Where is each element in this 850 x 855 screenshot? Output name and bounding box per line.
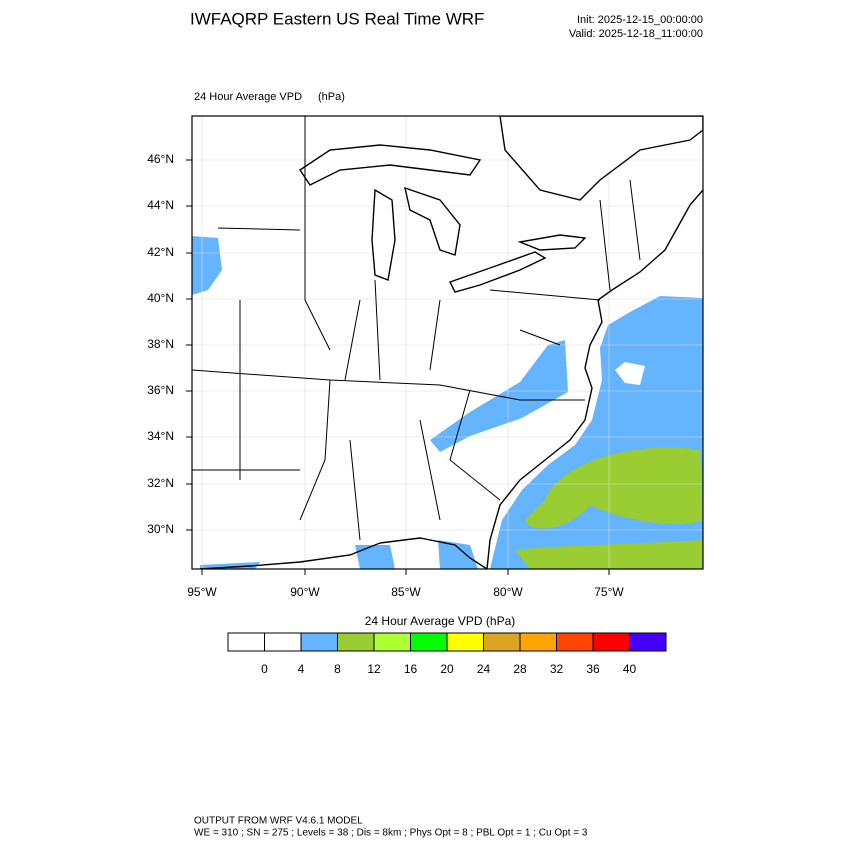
lat-label: 30°N (147, 522, 174, 536)
lat-label: 46°N (147, 152, 174, 166)
colorbar-label: 36 (586, 662, 600, 676)
colorbar-label: 0 (261, 662, 268, 676)
lat-label: 36°N (147, 383, 174, 397)
lon-label: 75°W (594, 585, 624, 599)
map: 46°N 44°N 42°N 40°N 38°N 36°N 34°N 32°N 30°N 95°… (147, 115, 704, 599)
colorbar-box (446, 632, 484, 652)
field-name: 24 Hour Average VPD (194, 91, 302, 103)
lat-label: 44°N (147, 198, 174, 212)
lon-label: 95°W (187, 585, 217, 599)
colorbar-box (519, 632, 557, 652)
colorbar-label: 40 (623, 662, 637, 676)
colorbar-box (592, 632, 630, 652)
colorbar-label: 24 (477, 662, 491, 676)
footer-line: WE = 310 ; SN = 275 ; Levels = 38 ; Dis … (194, 828, 588, 839)
title: IWFAQRP Eastern US Real Time WRF (190, 9, 484, 28)
gulf-vpd (438, 540, 478, 569)
lat-label: 42°N (147, 245, 174, 259)
lon-label: 80°W (493, 585, 523, 599)
lat-label: 32°N (147, 476, 174, 490)
colorbar-label: 4 (298, 662, 305, 676)
colorbar-box (337, 632, 375, 652)
valid-time: Valid: 2025-12-18_11:00:00 (569, 28, 703, 40)
lat-label: 34°N (147, 429, 174, 443)
init-time: Init: 2025-12-15_00:00:00 (577, 14, 703, 26)
ocean-vpd-high (525, 447, 703, 529)
coastline (199, 116, 703, 569)
footer-line: OUTPUT FROM WRF V4.6.1 MODEL (194, 816, 363, 827)
colorbar-label: 12 (367, 662, 381, 676)
colorbar-box (410, 632, 448, 652)
map-frame (191, 115, 704, 570)
colorbar-box (373, 632, 411, 652)
lon-label: 90°W (290, 585, 320, 599)
colorbar-label: 20 (440, 662, 454, 676)
field-units: (hPa) (318, 91, 345, 103)
colorbar-box (556, 632, 594, 652)
colorbar-box (264, 632, 302, 652)
lon-label: 85°W (391, 585, 421, 599)
colorbar-box (227, 632, 265, 652)
gulf-vpd (200, 562, 260, 569)
colorbar-label: 8 (334, 662, 341, 676)
colorbar-box (483, 632, 521, 652)
state-borders (192, 116, 641, 541)
ocean-gap (615, 362, 645, 385)
lat-label: 38°N (147, 337, 174, 351)
colorbar-box (629, 632, 667, 652)
colorbar-label: 28 (513, 662, 527, 676)
gulf-vpd (355, 545, 395, 569)
colorbar-box (300, 632, 338, 652)
colorbar: 0 4 8 12 16 20 24 28 32 36 40 (227, 632, 667, 676)
colorbar-title: 24 Hour Average VPD (hPa) (365, 614, 516, 628)
colorbar-label: 32 (550, 662, 564, 676)
inland-vpd (192, 236, 222, 295)
lat-label: 40°N (147, 291, 174, 305)
colorbar-label: 16 (404, 662, 418, 676)
